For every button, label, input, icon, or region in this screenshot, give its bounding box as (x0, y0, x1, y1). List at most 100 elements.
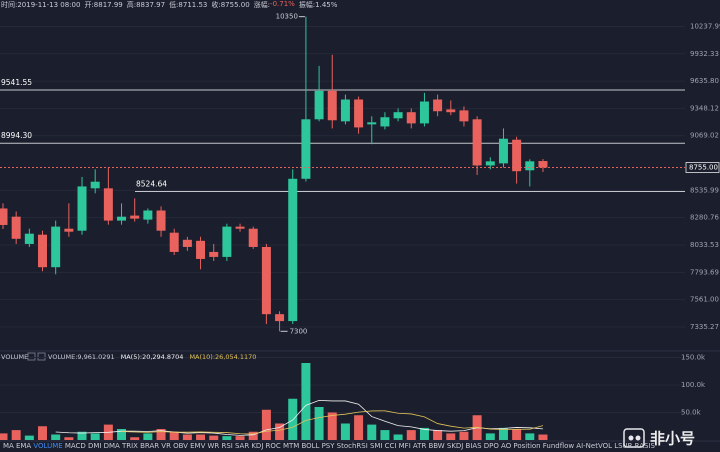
volume-bar (275, 423, 285, 440)
indicator-tab[interactable]: BBW (428, 442, 445, 450)
indicator-tab[interactable]: SMI (369, 442, 383, 450)
indicator-tab[interactable]: ROC (265, 442, 281, 450)
volume-bar (261, 409, 271, 440)
header-field: 涨幅: (253, 1, 271, 9)
volume-bar (380, 430, 390, 440)
indicator-tab[interactable]: RSI (221, 442, 233, 450)
indicator-tab[interactable]: AI-NetVOL (576, 442, 613, 450)
indicator-tab[interactable]: Position (513, 442, 541, 450)
volume-bar (182, 434, 192, 440)
volume-bar (340, 423, 350, 440)
volume-bar (393, 434, 403, 440)
indicator-tab[interactable]: KDJ (251, 442, 264, 450)
candle-body (525, 161, 535, 171)
indicator-tab[interactable]: SAR (234, 442, 250, 450)
candle-body (196, 240, 206, 259)
indicator-tab[interactable]: MACD (64, 442, 86, 450)
indicator-tab[interactable]: SKDJ (446, 442, 464, 450)
candle-body (406, 112, 416, 124)
volume-bar (367, 424, 377, 440)
volume-bar (156, 429, 166, 440)
indicator-tab[interactable]: VR (161, 442, 171, 450)
candle-body (485, 161, 495, 166)
indicator-tab[interactable]: RASIS (634, 442, 655, 450)
candle-body (11, 216, 21, 239)
indicator-tab[interactable]: DMA (103, 442, 120, 450)
candle-body (64, 228, 74, 232)
candle-body (354, 99, 364, 128)
indicator-tab[interactable]: MTM (282, 442, 300, 450)
candle-body (393, 112, 403, 119)
y-tick-label: 9348.12 (690, 104, 719, 112)
logo-dot (628, 435, 634, 441)
candle-body (103, 188, 113, 221)
header-field: 低:8711.53 (169, 1, 208, 9)
indicator-tab[interactable]: MFI (398, 442, 411, 450)
volume-bar (51, 434, 61, 440)
indicator-tab[interactable]: OBV (173, 442, 188, 450)
header-field: 振幅:1.45% (298, 1, 338, 9)
legend-button[interactable] (37, 352, 46, 361)
high-annotation: 10350 (276, 13, 298, 21)
indicator-tab[interactable]: PSY (321, 442, 335, 450)
candle-body (261, 246, 271, 315)
volume-bar (248, 431, 258, 440)
volume-bar (143, 433, 153, 440)
y-tick-label: 8535.99 (690, 186, 719, 194)
indicator-tab[interactable]: EMA (15, 442, 32, 450)
candle-body (248, 228, 258, 247)
indicator-tab[interactable]: Fundflow (542, 442, 575, 450)
ma-line (55, 399, 544, 436)
candle-body (130, 215, 140, 219)
indicator-toolbar: MA EMA VOLUME MACD DMI DMA TRIX BRAR VR OBV EMV WR R… (3, 442, 655, 452)
indicator-tab[interactable]: DMI (87, 442, 102, 450)
y-tick-label: 8033.53 (690, 241, 719, 249)
y-tick-label: 7561.00 (690, 296, 719, 304)
header-field: 收:8755.00 (211, 1, 250, 9)
indicator-tab[interactable]: VOLUME (33, 442, 63, 450)
candle-body (472, 119, 482, 166)
y-tick-label: 100.0k (681, 381, 706, 389)
volume-bar (235, 436, 245, 440)
volume-bar (288, 398, 298, 440)
indicator-tab[interactable]: BIAS (465, 442, 482, 450)
candle-body (143, 210, 153, 220)
volume-bar (433, 430, 443, 440)
legend-entry: MA(5):20,294.8704 (121, 353, 184, 361)
volume-bar (525, 433, 535, 440)
level-label: 8524.64 (136, 180, 167, 189)
volume-bar (538, 434, 548, 440)
indicator-tab[interactable]: DPO (483, 442, 499, 450)
candle-body (222, 226, 232, 257)
logo-frame (623, 428, 645, 448)
header-field: 时间:2019-11-13 08:00 (1, 1, 81, 9)
indicator-tab[interactable]: TRIX (121, 442, 138, 450)
indicator-tab[interactable]: WR (207, 442, 220, 450)
volume-bar (24, 435, 34, 440)
legend-button[interactable] (27, 352, 36, 361)
indicator-tab[interactable]: StochRSI (336, 442, 368, 450)
level-label: 8994.30 (1, 131, 32, 140)
candle-body (24, 233, 34, 244)
y-tick-label: 9069.02 (690, 132, 719, 140)
volume-bar (354, 415, 364, 440)
candle-body (301, 119, 311, 179)
indicator-tab[interactable]: BRAR (140, 442, 160, 450)
indicator-tab[interactable]: BOLL (301, 442, 320, 450)
indicator-tab[interactable]: MA (3, 442, 14, 450)
indicator-tab[interactable]: CCI (384, 442, 397, 450)
legend-title: VOLUME (1, 353, 28, 361)
candle-body (169, 232, 179, 252)
low-annotation: 7300 (290, 327, 308, 335)
volume-bar (169, 431, 179, 440)
volume-bar (485, 433, 495, 440)
indicator-tab[interactable]: AO (501, 442, 512, 450)
header-field: 高:8837.97 (126, 1, 166, 9)
indicator-tab[interactable]: LSUR (614, 442, 633, 450)
y-tick-label: 9635.80 (690, 77, 719, 85)
candle-body (51, 226, 61, 268)
indicator-tab[interactable]: EMV (190, 442, 206, 450)
indicator-tab[interactable]: ATR (412, 442, 427, 450)
